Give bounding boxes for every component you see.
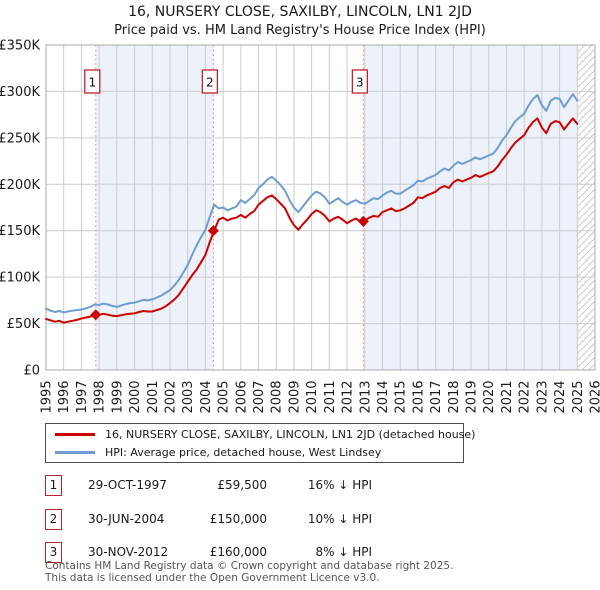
- transaction-hpi-diff: 8% ↓ HPI: [315, 545, 372, 559]
- transaction-date: 29-OCT-1997: [88, 478, 167, 492]
- sale-marker-diamond: [90, 309, 102, 321]
- x-axis-tick-label: 2000: [128, 380, 143, 413]
- x-axis-tick-label: 2023: [535, 380, 550, 413]
- x-axis-tick-label: 2018: [447, 380, 462, 413]
- x-axis-tick-label: 2015: [394, 380, 409, 413]
- x-axis-tick-label: 2004: [199, 380, 214, 413]
- sale-number-badge-label: 1: [88, 76, 96, 90]
- property-series-line: [45, 117, 579, 324]
- between-sales-band: [95, 45, 214, 370]
- transaction-number-badge: 1: [45, 475, 62, 496]
- y-axis-tick-label: £350K: [0, 39, 40, 54]
- y-axis-tick-label: £100K: [0, 271, 40, 286]
- chart-legend: 16, NURSERY CLOSE, SAXILBY, LINCOLN, LN1…: [45, 423, 475, 463]
- x-axis-tick-label: 2024: [553, 380, 568, 413]
- transaction-number-badge: 2: [45, 509, 62, 530]
- sale-number-badge: [201, 69, 219, 94]
- future-hatch-band: [577, 45, 595, 370]
- sale-number-badge: [351, 69, 369, 94]
- sale-marker-diamond: [207, 225, 219, 237]
- transaction-date: 30-JUN-2004: [88, 512, 165, 526]
- page-subtitle: Price paid vs. HM Land Registry's House …: [114, 23, 486, 38]
- transaction-price: £150,000: [209, 512, 267, 526]
- x-axis-tick-label: 2019: [465, 380, 480, 413]
- transaction-date: 30-NOV-2012: [88, 545, 169, 559]
- x-axis-tick-label: 2002: [163, 380, 178, 413]
- x-axis-tick-label: 1999: [110, 380, 125, 413]
- y-axis-tick-label: £50K: [7, 317, 41, 332]
- legend-item-hpi: HPI: Average price, detached house, West…: [46, 444, 463, 460]
- x-axis-tick-label: 1995: [40, 380, 55, 413]
- x-axis-tick-label: 2013: [358, 380, 373, 413]
- property-line-swatch: [55, 432, 95, 436]
- x-axis-tick-label: 2010: [305, 380, 320, 413]
- transaction-price: £160,000: [209, 545, 267, 559]
- footer-line-2: This data is licensed under the Open Gov…: [45, 571, 380, 584]
- x-axis-tick-label: 2006: [234, 380, 249, 413]
- legend-item-property: 16, NURSERY CLOSE, SAXILBY, LINCOLN, LN1…: [46, 426, 475, 442]
- y-axis-tick-label: £300K: [0, 85, 40, 100]
- y-axis-tick-label: £200K: [0, 178, 40, 193]
- sale-marker-diamond: [357, 215, 369, 227]
- price-history-chart: 1 2 3 £0 £50K £100K £150K £200K £250K £300K £350K 1…: [0, 39, 600, 414]
- transaction-hpi-diff: 10% ↓ HPI: [307, 512, 372, 526]
- transaction-row: 1 29-OCT-1997 £59,500 16% ↓ HPI: [45, 475, 385, 497]
- legend-label-hpi: HPI: Average price, detached house, West…: [105, 445, 382, 459]
- x-axis-tick-label: 2014: [376, 380, 391, 413]
- x-axis-tick-label: 1997: [75, 380, 90, 413]
- sale-number-badge: [84, 69, 101, 94]
- x-axis-tick-label: 1996: [57, 380, 72, 413]
- x-axis-tick-label: 2005: [217, 380, 232, 413]
- transaction-number-badge: 3: [45, 542, 62, 563]
- x-axis-tick-label: 2026: [589, 380, 600, 413]
- hpi-series-line: [45, 93, 579, 314]
- x-axis-tick-label: 2007: [252, 380, 267, 413]
- x-axis-tick-label: 2017: [429, 380, 444, 413]
- transaction-row: 3 30-NOV-2012 £160,000 8% ↓ HPI: [45, 542, 385, 564]
- x-axis-tick-label: 1998: [93, 380, 108, 413]
- x-axis-tick-label: 2022: [518, 380, 533, 413]
- y-axis-tick-label: £150K: [0, 224, 40, 239]
- y-axis-tick-label: £0: [23, 364, 40, 379]
- x-axis-tick-label: 2025: [571, 380, 586, 413]
- transaction-hpi-diff: 16% ↓ HPI: [307, 478, 372, 492]
- page-title: 16, NURSERY CLOSE, SAXILBY, LINCOLN, LN1…: [128, 4, 472, 20]
- x-axis-tick-label: 2021: [500, 380, 515, 413]
- x-axis-tick-label: 2020: [482, 380, 497, 413]
- transaction-row: 2 30-JUN-2004 £150,000 10% ↓ HPI: [45, 509, 385, 531]
- x-axis-tick-label: 2012: [341, 380, 356, 413]
- license-footer: Contains HM Land Registry data © Crown c…: [45, 560, 585, 584]
- hpi-line-swatch: [55, 450, 95, 454]
- x-axis-tick-label: 2009: [287, 380, 302, 413]
- transaction-price: £59,500: [217, 478, 267, 492]
- x-axis-tick-label: 2016: [411, 380, 426, 413]
- x-axis-tick-label: 2001: [146, 380, 161, 413]
- plot-frame: [45, 44, 596, 371]
- y-axis-tick-label: £250K: [0, 131, 40, 146]
- footer-line-1: Contains HM Land Registry data © Crown c…: [45, 560, 454, 572]
- sale-number-badge-label: 3: [356, 76, 364, 90]
- legend-label-property: 16, NURSERY CLOSE, SAXILBY, LINCOLN, LN1…: [105, 427, 476, 441]
- sale-number-badge-label: 2: [206, 76, 214, 90]
- x-axis-tick-label: 2008: [270, 380, 285, 413]
- x-axis-tick-label: 2003: [181, 380, 196, 413]
- x-axis-tick-label: 2011: [323, 380, 338, 413]
